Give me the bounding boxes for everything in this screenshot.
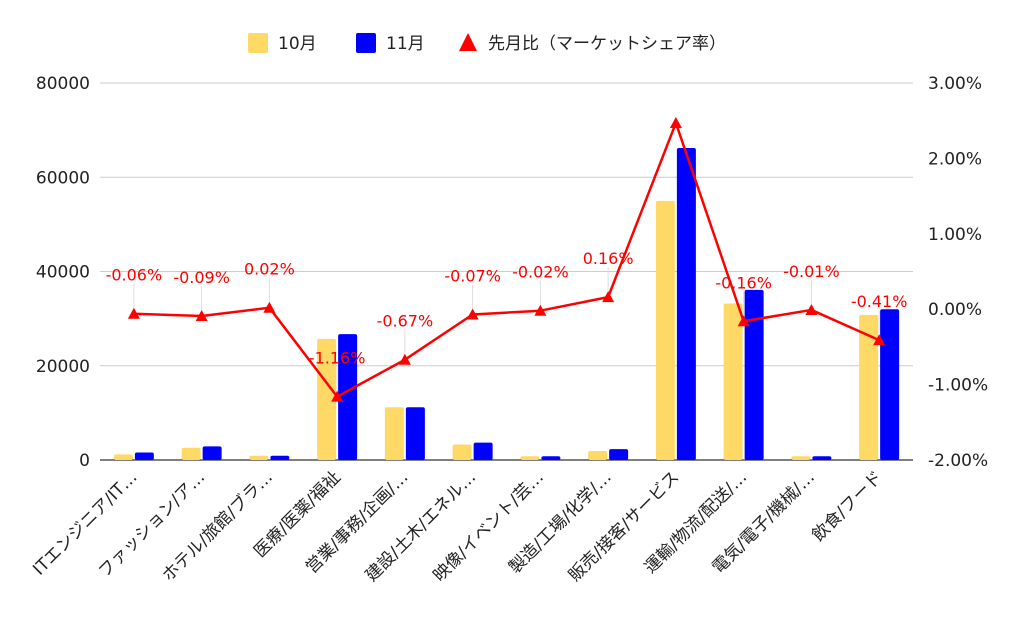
legend: 10月 11月 先月比（マーケットシェア率） [248,33,726,54]
line-market-share [133,121,880,398]
y-right-tick-label: -2.00% [928,451,988,471]
line-point-marker [805,303,818,315]
bar-10gatsu [655,200,675,460]
x-category-label: 飲食/フード [808,467,886,545]
bar-11gatsu [541,456,561,460]
line-point-marker [263,301,276,313]
bar-10gatsu [113,454,133,460]
line-point-marker [331,390,344,402]
bar-11gatsu [270,455,290,460]
data-label: -1.16% [309,349,366,368]
data-label: -0.16% [715,273,772,292]
bar-10gatsu [859,314,879,460]
y-left-tick-label: 60000 [36,168,90,188]
bar-11gatsu [405,407,425,460]
bar-series-group [113,148,900,460]
bar-11gatsu [676,148,696,460]
bar-11gatsu [744,289,764,460]
y-right-tick-label: 2.00% [928,149,982,169]
bar-10gatsu [317,338,337,460]
line-point-marker [737,315,750,327]
bar-10gatsu [181,447,201,460]
line-point-marker [602,291,615,303]
bar-11gatsu [338,334,358,460]
bar-10gatsu [588,451,608,460]
data-label: -0.02% [512,263,569,282]
legend-swatch [248,33,268,53]
legend-swatch [356,33,376,53]
data-label: 0.02% [244,260,295,279]
bar-11gatsu [812,456,832,460]
bar-11gatsu [880,309,900,460]
gridlines [100,82,913,461]
data-label: 0.16% [583,249,634,268]
data-label: -0.06% [106,266,163,285]
line-point-marker [669,116,682,128]
legend-label: 先月比（マーケットシェア率） [488,34,726,54]
bar-10gatsu [452,444,472,460]
bar-10gatsu [249,455,269,460]
bar-11gatsu [202,446,222,460]
y-right-tick-label: -1.00% [928,376,988,396]
legend-label: 10月 [278,34,317,54]
bar-10gatsu [791,456,811,460]
bar-11gatsu [473,442,493,460]
data-label: -0.41% [851,292,908,311]
line-point-marker [398,353,411,365]
y-right-tick-label: 1.00% [928,225,982,245]
y-right-tick-label: 0.00% [928,300,982,320]
y-left-tick-label: 0 [79,451,90,471]
line-point-marker [195,309,208,321]
legend-label: 11月 [386,34,425,54]
x-category-label: ホテル/旅館/ブラ… [158,467,277,586]
bar-11gatsu [134,452,154,460]
data-label: -0.07% [444,266,501,285]
line-point-marker [873,334,886,346]
data-label: -0.67% [377,312,434,331]
y-left-tick-label: 40000 [36,263,90,283]
bar-10gatsu [384,407,404,460]
y-right-tick-label: 3.00% [928,74,982,94]
data-label: -0.09% [173,268,230,287]
line-series-group: -0.06% -0.09% 0.02% -1.16% -0.67% -0.07% -0.02… [106,116,908,402]
legend-triangle-icon [459,33,477,51]
bar-11gatsu [609,449,629,460]
bar-10gatsu [520,456,540,460]
line-point-marker [127,307,140,319]
data-label: -0.01% [783,262,840,281]
line-point-marker [534,304,547,316]
bar-10gatsu [723,303,743,460]
axes: 0 20000 40000 60000 80000 -2.00% -1.00% 0.00% 1.… [29,74,988,586]
y-left-tick-label: 80000 [36,74,90,94]
line-point-marker [466,308,479,320]
y-left-tick-label: 20000 [36,357,90,377]
